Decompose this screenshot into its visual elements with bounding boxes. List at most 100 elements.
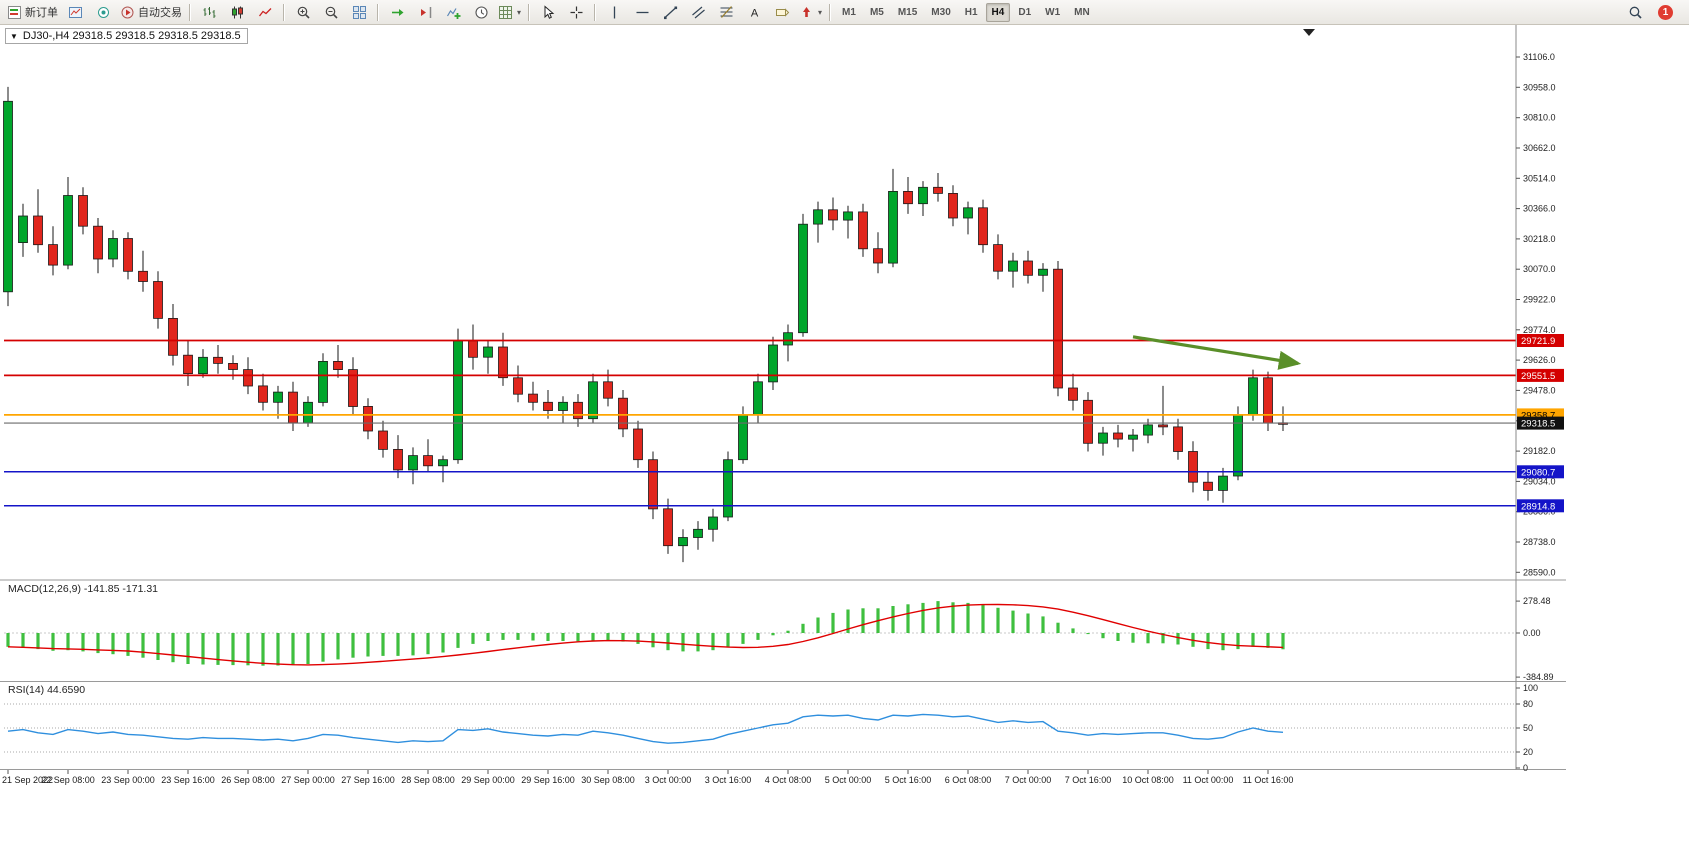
svg-text:30 Sep 08:00: 30 Sep 08:00 bbox=[581, 775, 635, 785]
bars-chart-button[interactable] bbox=[195, 1, 223, 23]
candlestick-series bbox=[3, 86, 1288, 563]
data-window-button[interactable] bbox=[89, 1, 117, 23]
pane-separators[interactable] bbox=[0, 25, 1566, 770]
svg-text:20: 20 bbox=[1523, 747, 1533, 757]
line-chart-button[interactable] bbox=[251, 1, 279, 23]
timeframe-button-h4[interactable]: H4 bbox=[985, 2, 1011, 22]
svg-text:0: 0 bbox=[1523, 763, 1528, 773]
svg-text:4 Oct 08:00: 4 Oct 08:00 bbox=[765, 775, 812, 785]
chart-shift-marker[interactable] bbox=[1303, 29, 1315, 36]
toolbar-separator bbox=[829, 3, 832, 21]
svg-text:28590.0: 28590.0 bbox=[1523, 567, 1556, 577]
timeframe-button-m1[interactable]: M1 bbox=[842, 6, 856, 18]
text-button[interactable]: A bbox=[740, 1, 768, 23]
svg-text:10 Oct 08:00: 10 Oct 08:00 bbox=[1122, 775, 1174, 785]
timeframe-button-d1[interactable]: D1 bbox=[1018, 6, 1032, 18]
crosshair-button[interactable] bbox=[562, 1, 590, 23]
svg-text:278.48: 278.48 bbox=[1523, 596, 1551, 606]
chart-title-text: DJ30-,H4 29318.5 29318.5 29318.5 29318.5 bbox=[22, 30, 241, 42]
svg-text:29034.0: 29034.0 bbox=[1523, 476, 1556, 486]
chart-canvas[interactable]: 31106.0 30958.0 30810.0 30662.0 30514.0 30366… bbox=[0, 25, 1689, 856]
timeframe-button-m5[interactable]: M5 bbox=[869, 6, 884, 18]
svg-text:26 Sep 08:00: 26 Sep 08:00 bbox=[221, 775, 275, 785]
collapse-arrow-icon[interactable]: ▼ bbox=[10, 31, 18, 41]
indicators-button[interactable] bbox=[439, 1, 467, 23]
macd-signal-line bbox=[7, 603, 1284, 666]
svg-text:31106.0: 31106.0 bbox=[1523, 52, 1555, 62]
svg-text:6 Oct 08:00: 6 Oct 08:00 bbox=[945, 775, 992, 785]
toolbar-separator bbox=[377, 3, 379, 21]
arrows-button[interactable]: ▾ bbox=[796, 1, 825, 23]
svg-text:27 Sep 16:00: 27 Sep 16:00 bbox=[341, 775, 395, 785]
svg-text:29721.9: 29721.9 bbox=[1521, 336, 1555, 347]
candles-chart-button[interactable] bbox=[223, 1, 251, 23]
periods-button[interactable] bbox=[467, 1, 495, 23]
svg-text:29 Sep 16:00: 29 Sep 16:00 bbox=[521, 775, 575, 785]
toolbar-separator bbox=[528, 3, 531, 21]
toolbar-separator bbox=[283, 3, 285, 21]
svg-text:50: 50 bbox=[1523, 723, 1533, 733]
rsi-line bbox=[7, 713, 1284, 744]
svg-text:22 Sep 08:00: 22 Sep 08:00 bbox=[41, 775, 95, 785]
svg-text:29318.5: 29318.5 bbox=[1521, 419, 1555, 430]
svg-text:-384.89: -384.89 bbox=[1523, 672, 1554, 682]
svg-text:A: A bbox=[750, 7, 758, 19]
chart-window[interactable]: 31106.0 30958.0 30810.0 30662.0 30514.0 30366… bbox=[0, 25, 1689, 856]
toolbar-separator bbox=[594, 3, 597, 21]
timeframe-button-w1[interactable]: W1 bbox=[1045, 6, 1061, 18]
fibonacci-button[interactable] bbox=[712, 1, 740, 23]
main-toolbar: 新订单 自动交易 ▾ A ▾ M1 M5 M15 M30 H1 H4 D1 W1 MN 1 bbox=[0, 0, 1689, 25]
svg-text:7 Oct 16:00: 7 Oct 16:00 bbox=[1065, 775, 1112, 785]
svg-text:7 Oct 00:00: 7 Oct 00:00 bbox=[1005, 775, 1052, 785]
trendline-button[interactable] bbox=[656, 1, 684, 23]
zoom-out-button[interactable] bbox=[317, 1, 345, 23]
timeframe-button-m30[interactable]: M30 bbox=[931, 6, 951, 18]
macd-pane: 278.48 0.00 -384.89 bbox=[4, 596, 1554, 682]
chart-shift-button[interactable] bbox=[411, 1, 439, 23]
svg-text:23 Sep 00:00: 23 Sep 00:00 bbox=[101, 775, 155, 785]
cursor-button[interactable] bbox=[534, 1, 562, 23]
zoom-in-button[interactable] bbox=[289, 1, 317, 23]
vertical-line-button[interactable] bbox=[600, 1, 628, 23]
label-button[interactable] bbox=[768, 1, 796, 23]
tile-windows-button[interactable] bbox=[345, 1, 373, 23]
search-button[interactable] bbox=[1621, 1, 1649, 23]
timeframe-button-m15[interactable]: M15 bbox=[897, 6, 918, 18]
svg-text:27 Sep 00:00: 27 Sep 00:00 bbox=[281, 775, 335, 785]
rsi-pane: 100 80 50 20 0 bbox=[4, 683, 1538, 773]
svg-text:11 Oct 16:00: 11 Oct 16:00 bbox=[1243, 775, 1294, 785]
macd-indicator-label: MACD(12,26,9) -141.85 -171.31 bbox=[8, 583, 158, 595]
new-order-button[interactable]: 新订单 bbox=[4, 1, 61, 23]
svg-text:28 Sep 08:00: 28 Sep 08:00 bbox=[401, 775, 455, 785]
charts-button[interactable] bbox=[61, 1, 89, 23]
toolbar-separator bbox=[189, 3, 191, 21]
templates-button[interactable]: ▾ bbox=[495, 1, 524, 23]
svg-text:29358.7: 29358.7 bbox=[1521, 410, 1555, 421]
svg-text:29626.0: 29626.0 bbox=[1523, 355, 1556, 365]
svg-text:5 Oct 00:00: 5 Oct 00:00 bbox=[825, 775, 872, 785]
channel-button[interactable] bbox=[684, 1, 712, 23]
svg-text:100: 100 bbox=[1523, 683, 1538, 693]
notification-badge[interactable]: 1 bbox=[1658, 4, 1673, 20]
svg-text:28738.0: 28738.0 bbox=[1523, 537, 1556, 547]
svg-text:30958.0: 30958.0 bbox=[1523, 82, 1556, 92]
auto-trading-button[interactable]: 自动交易 bbox=[117, 1, 185, 23]
svg-text:29551.5: 29551.5 bbox=[1521, 371, 1555, 382]
svg-text:29 Sep 00:00: 29 Sep 00:00 bbox=[461, 775, 515, 785]
horizontal-line-button[interactable] bbox=[628, 1, 656, 23]
horizontal-price-lines[interactable] bbox=[4, 339, 1516, 507]
svg-text:5 Oct 16:00: 5 Oct 16:00 bbox=[885, 775, 932, 785]
timeframe-button-h1[interactable]: H1 bbox=[964, 6, 978, 18]
svg-text:0.00: 0.00 bbox=[1523, 628, 1541, 638]
trend-arrow-annotation[interactable] bbox=[1132, 335, 1302, 370]
svg-text:28914.8: 28914.8 bbox=[1521, 501, 1555, 512]
auto-scroll-button[interactable] bbox=[383, 1, 411, 23]
svg-text:11 Oct 00:00: 11 Oct 00:00 bbox=[1183, 775, 1234, 785]
price-axis[interactable]: 31106.0 30958.0 30810.0 30662.0 30514.0 30366… bbox=[1516, 52, 1556, 577]
chevron-down-icon: ▾ bbox=[517, 7, 522, 17]
timeframe-button-mn[interactable]: MN bbox=[1074, 6, 1090, 18]
svg-text:3 Oct 16:00: 3 Oct 16:00 bbox=[705, 775, 752, 785]
svg-text:3 Oct 00:00: 3 Oct 00:00 bbox=[645, 775, 692, 785]
